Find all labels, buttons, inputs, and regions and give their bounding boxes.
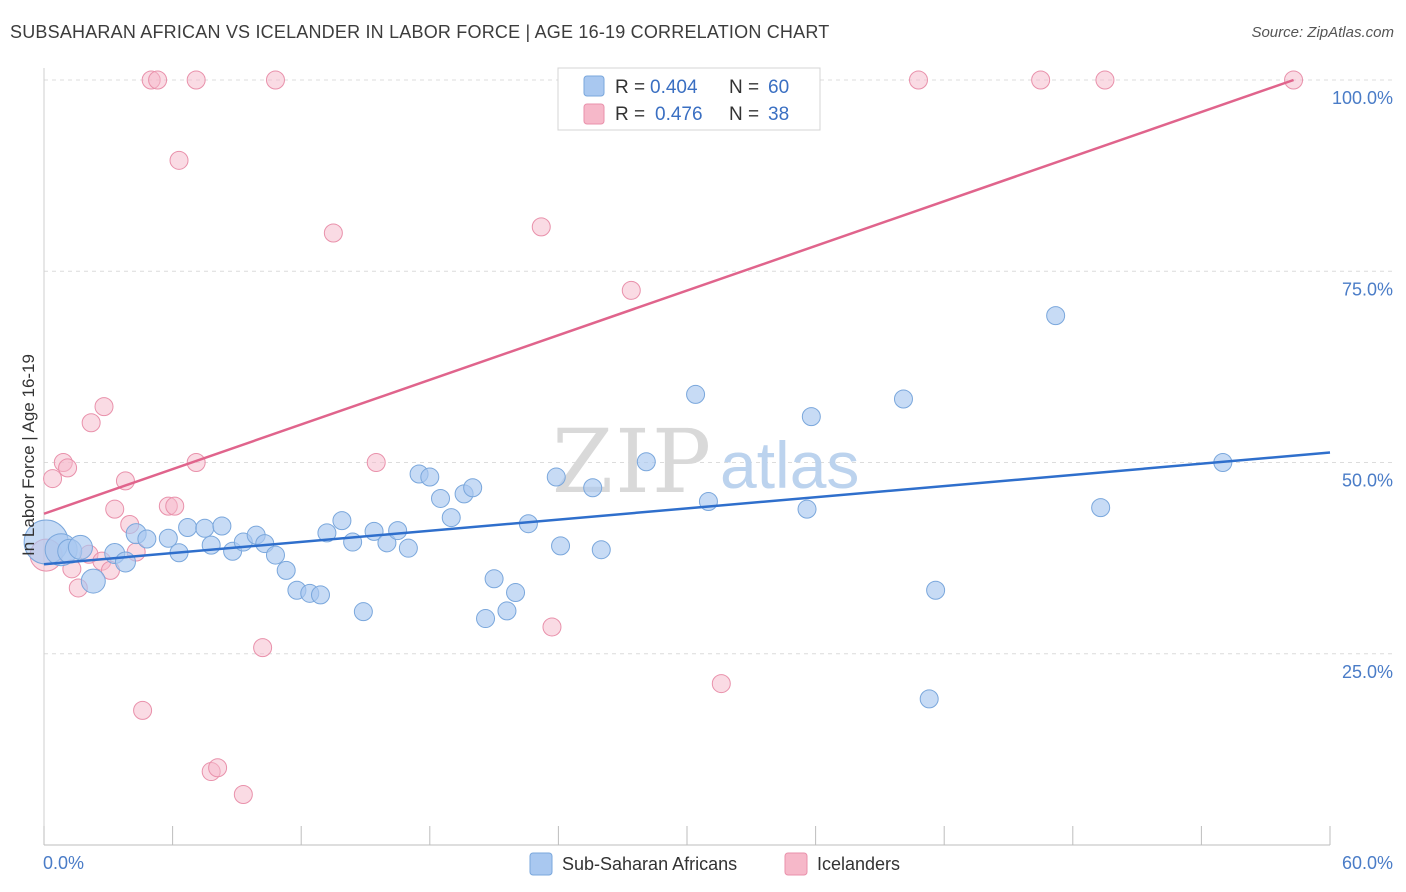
point-subsaharan xyxy=(332,511,352,531)
gridlines xyxy=(44,79,1392,655)
point-subsaharan xyxy=(546,467,566,487)
y-tick-label: 50.0% xyxy=(1342,471,1393,491)
point-subsaharan xyxy=(195,518,215,538)
point-subsaharan xyxy=(80,568,106,594)
point-icelander xyxy=(148,70,168,90)
point-subsaharan xyxy=(506,583,526,603)
point-subsaharan xyxy=(158,528,178,548)
source-credit: Source: ZipAtlas.com xyxy=(1251,24,1394,41)
point-icelander xyxy=(1095,70,1115,90)
x-tick-label-min: 0.0% xyxy=(43,853,84,873)
legend: R = 0.404 N = 60 R = 0.476 N = 38 xyxy=(557,67,821,131)
legend-n-label-2: N = xyxy=(729,104,759,125)
legend-r-label-1: R = xyxy=(615,77,645,98)
point-subsaharan xyxy=(137,529,157,549)
point-icelander xyxy=(133,700,153,720)
point-icelander xyxy=(58,458,78,478)
point-subsaharan xyxy=(926,580,946,600)
trend-line-icelander xyxy=(43,78,1294,515)
point-subsaharan xyxy=(276,560,296,580)
point-subsaharan xyxy=(919,689,939,709)
point-icelander xyxy=(542,617,562,637)
point-subsaharan xyxy=(398,538,418,558)
legend-r-value-1: 0.404 xyxy=(650,77,698,98)
chart-title: SUBSAHARAN AFRICAN VS ICELANDER IN LABOR… xyxy=(10,22,830,42)
point-icelander xyxy=(169,150,189,170)
point-subsaharan xyxy=(636,452,656,472)
point-subsaharan xyxy=(431,488,451,508)
point-icelander xyxy=(621,280,641,300)
point-icelander xyxy=(208,758,228,778)
point-subsaharan xyxy=(591,540,611,560)
point-icelander xyxy=(115,471,135,491)
point-icelander xyxy=(366,453,386,472)
y-tick-label: 100.0% xyxy=(1332,88,1393,108)
point-subsaharan xyxy=(484,569,504,589)
point-icelander xyxy=(1031,70,1051,90)
legend-n-label-1: N = xyxy=(729,77,759,98)
bottom-legend-label-2: Icelanders xyxy=(817,854,900,874)
point-subsaharan xyxy=(114,551,136,573)
point-icelander xyxy=(105,499,125,519)
point-subsaharan xyxy=(310,585,330,605)
point-icelander xyxy=(908,70,928,90)
point-subsaharan xyxy=(317,523,337,543)
watermark-zip: ZIP xyxy=(552,410,713,513)
point-subsaharan xyxy=(420,467,440,487)
bottom-legend: Sub-Saharan Africans Icelanders xyxy=(529,852,900,876)
point-subsaharan xyxy=(686,384,706,404)
y-tick-label: 75.0% xyxy=(1342,279,1393,299)
point-icelander xyxy=(186,70,206,90)
point-subsaharan xyxy=(388,521,408,541)
watermark: ZIP atlas xyxy=(552,410,859,513)
legend-r-label-2: R = xyxy=(615,104,645,125)
point-icelander xyxy=(531,217,551,237)
y-tick-labels: 25.0% 50.0% 75.0% 100.0% xyxy=(1332,88,1393,682)
point-subsaharan xyxy=(441,508,461,528)
point-subsaharan xyxy=(1091,498,1111,518)
point-icelander xyxy=(711,674,731,694)
legend-n-value-1: 60 xyxy=(768,77,789,98)
point-subsaharan xyxy=(178,518,198,538)
point-icelander xyxy=(81,413,101,433)
trend-lines xyxy=(43,78,1331,566)
point-icelander xyxy=(253,638,273,658)
point-subsaharan xyxy=(67,534,93,560)
point-subsaharan xyxy=(797,499,817,519)
legend-r-value-2: 0.476 xyxy=(655,104,703,125)
x-tick-label-max: 60.0% xyxy=(1342,853,1393,873)
point-subsaharan xyxy=(212,516,232,536)
trend-line-subsaharan xyxy=(43,451,1331,566)
bottom-legend-swatch-blue xyxy=(529,852,553,876)
x-tick-labels: 0.0% 60.0% xyxy=(43,853,1393,873)
point-subsaharan xyxy=(497,601,517,621)
point-icelander xyxy=(43,469,63,489)
legend-swatch-blue xyxy=(583,75,605,97)
point-icelander xyxy=(94,397,114,417)
y-tick-label: 25.0% xyxy=(1342,662,1393,682)
point-icelander xyxy=(323,223,343,243)
point-subsaharan xyxy=(265,545,285,565)
point-subsaharan xyxy=(463,478,483,498)
watermark-atlas: atlas xyxy=(720,428,859,502)
y-axis-title: In Labor Force | Age 16-19 xyxy=(19,354,38,556)
bottom-legend-label-1: Sub-Saharan Africans xyxy=(562,854,737,874)
bottom-legend-swatch-pink xyxy=(784,852,808,876)
point-icelander xyxy=(165,496,185,516)
point-subsaharan xyxy=(1046,306,1066,326)
point-subsaharan xyxy=(583,478,603,498)
point-subsaharan xyxy=(893,389,913,409)
point-subsaharan xyxy=(476,609,496,629)
point-icelander xyxy=(186,453,206,472)
point-icelander xyxy=(265,70,285,90)
data-points xyxy=(23,70,1304,805)
axes xyxy=(43,68,1331,846)
legend-n-value-2: 38 xyxy=(768,104,789,125)
point-subsaharan xyxy=(551,536,571,556)
point-subsaharan xyxy=(353,602,373,622)
legend-swatch-pink xyxy=(583,103,605,125)
point-icelander xyxy=(233,785,253,805)
point-subsaharan xyxy=(801,407,821,427)
